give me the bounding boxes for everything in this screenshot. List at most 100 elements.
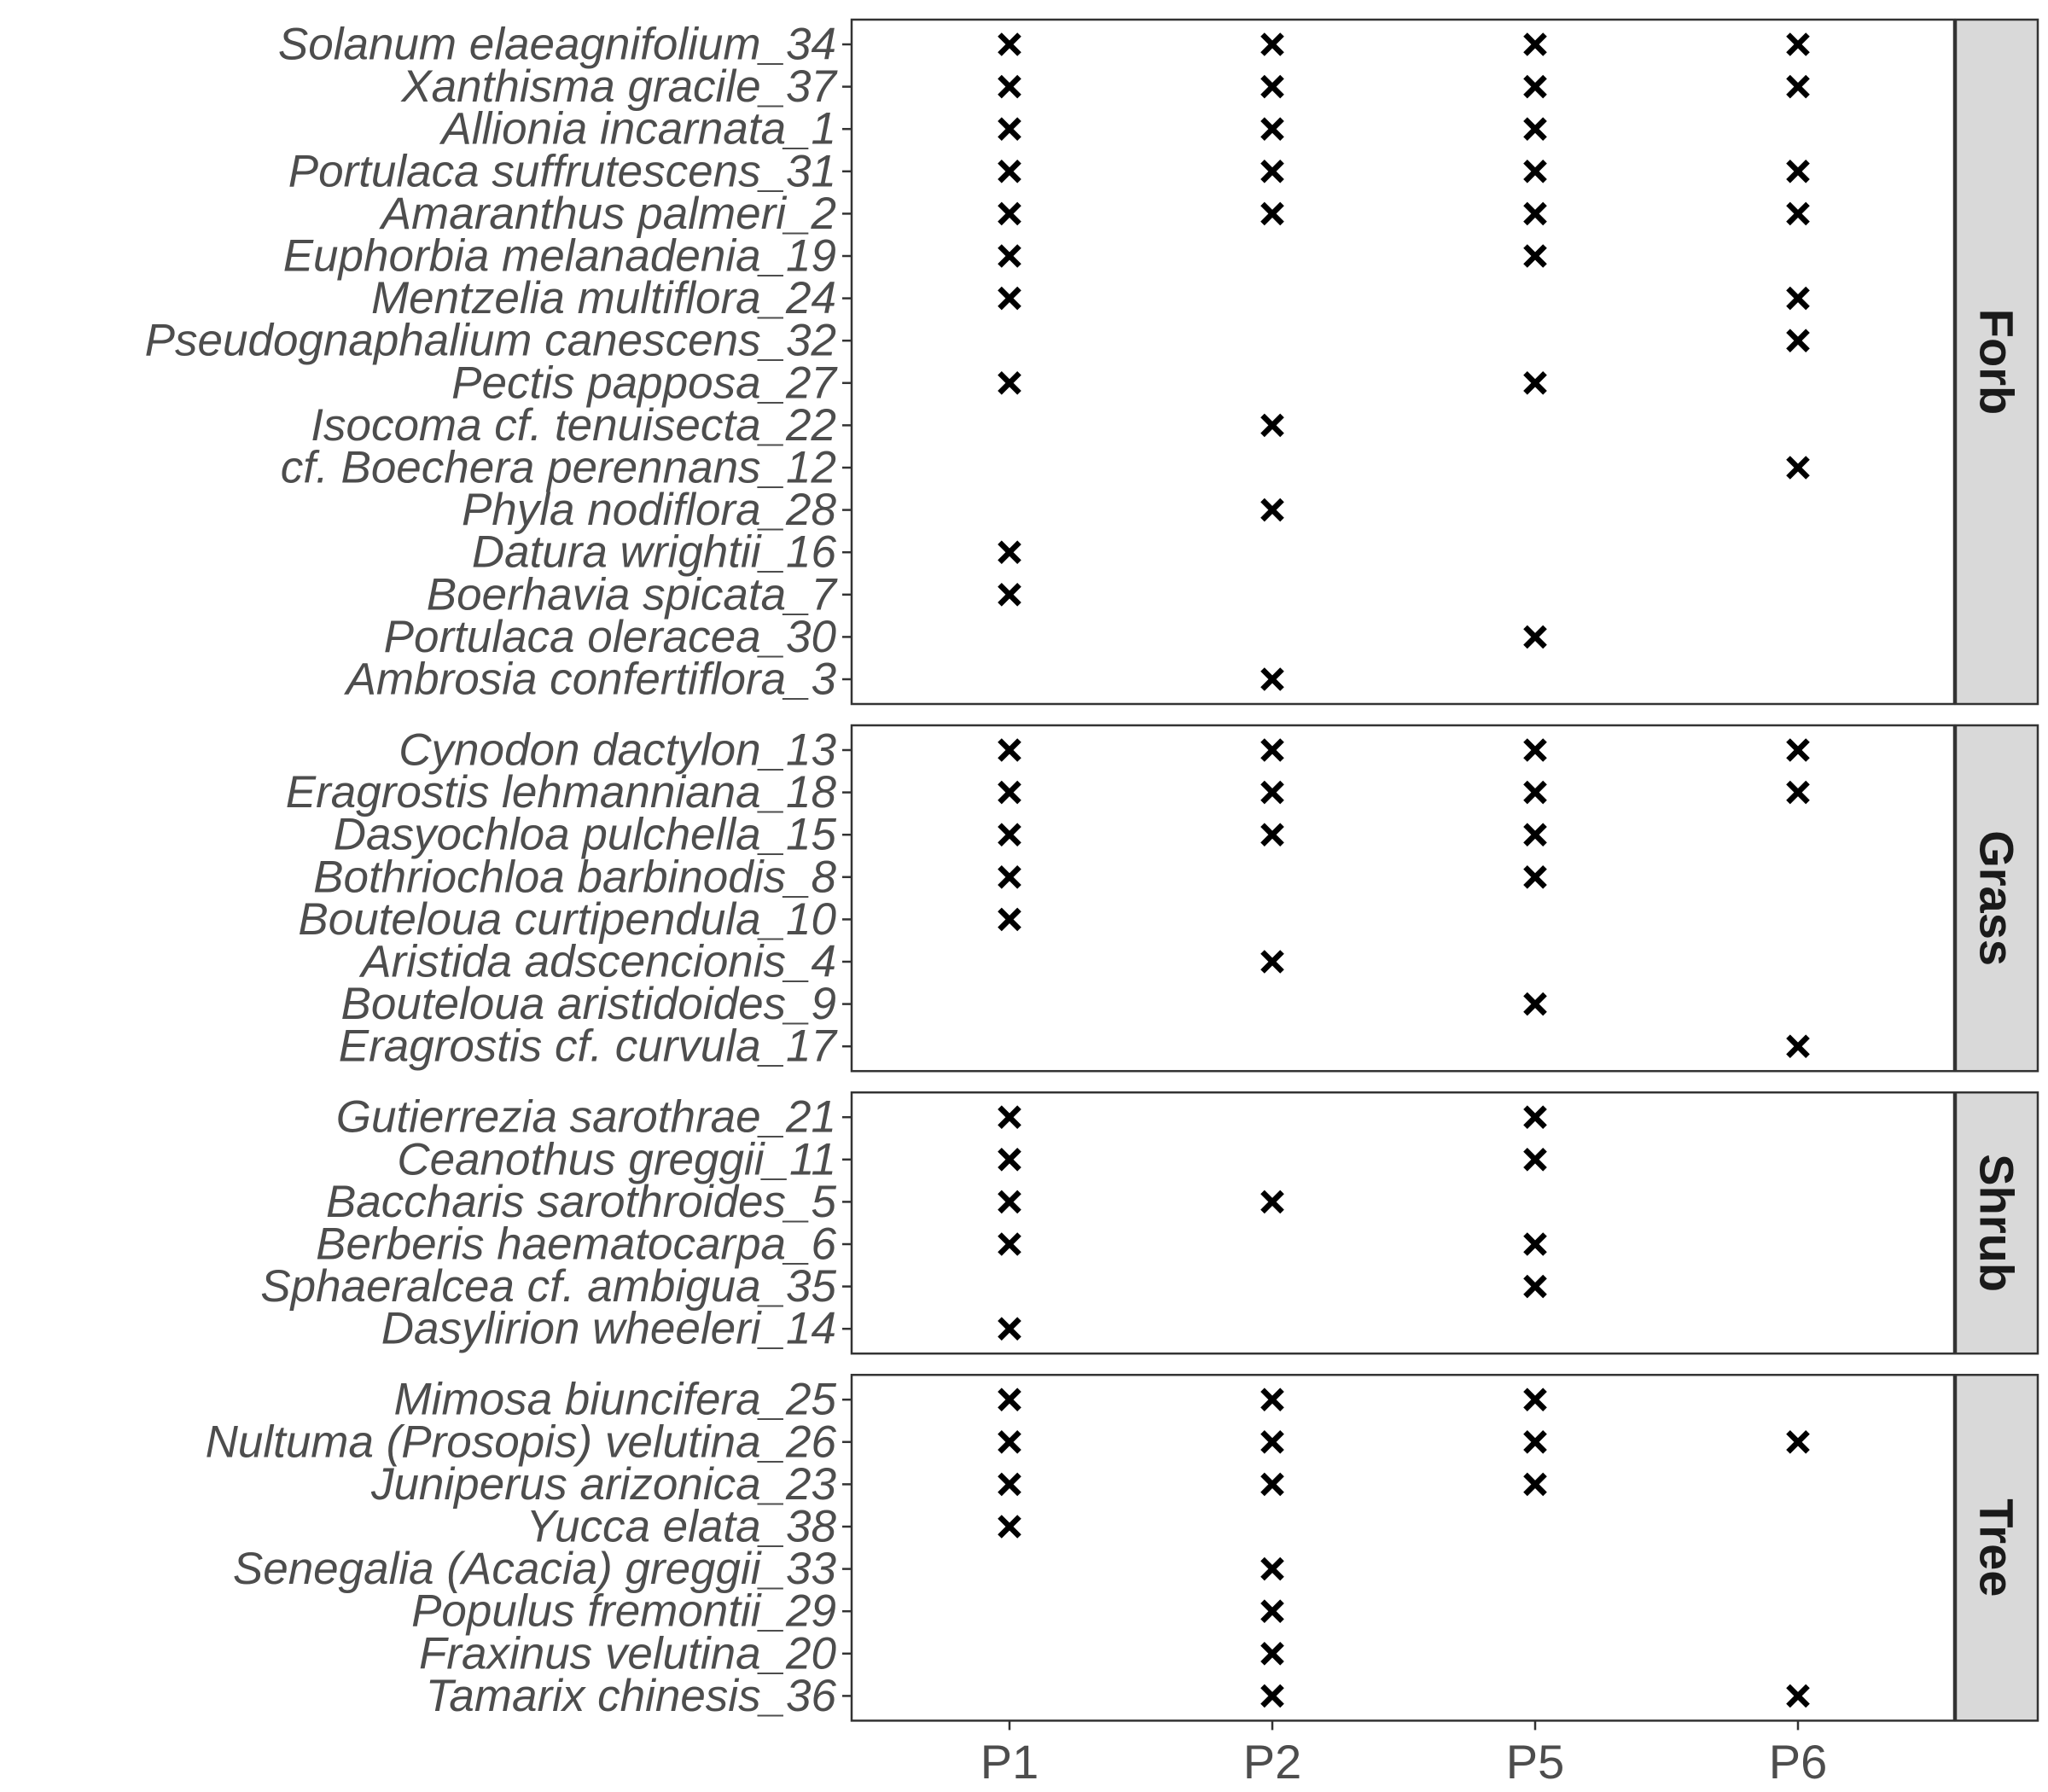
facet-strip-label: Tree [1970,1498,2024,1597]
presence-marker [998,201,1021,226]
presence-marker [1523,992,1547,1016]
presence-marker [1786,780,1810,805]
presence-marker [1523,625,1547,649]
presence-marker [998,1232,1021,1256]
x-tick-label: P2 [1243,1735,1302,1789]
species-label: Gutierrezia sarothrae_21 [336,1092,836,1143]
species-label: Pectis papposa_27 [451,358,838,408]
presence-marker [1260,950,1284,974]
presence-marker [1523,1472,1547,1497]
species-label: Allionia incarnata_1 [439,104,836,154]
presence-marker [1260,1388,1284,1411]
presence-marker [1523,117,1547,141]
presence-marker [998,907,1021,932]
presence-marker [1523,780,1547,805]
presence-marker [1260,117,1284,141]
facet-strip-label: Forb [1970,309,2024,415]
x-axis: P1 P2 P5 P6 [980,1720,1827,1789]
facet-strip [1954,1091,2039,1355]
presence-marker [1786,738,1810,762]
presence-marker [1260,738,1284,762]
presence-marker [1523,1232,1547,1256]
facet-strip [1954,18,2039,706]
presence-marker [998,1430,1021,1454]
presence-marker [998,1148,1021,1172]
presence-marker [1523,1388,1547,1411]
species-label: Euphorbia melanadenia_19 [283,231,836,282]
presence-marker [1786,1684,1810,1708]
presence-marker [1260,1642,1284,1666]
presence-marker [998,865,1021,889]
presence-marker [1523,201,1547,226]
presence-marker [1260,1472,1284,1497]
presence-marker [998,1190,1021,1214]
presence-marker [1786,160,1810,183]
species-label: Bothriochloa barbinodis_8 [313,852,836,902]
presence-marker [998,160,1021,183]
species-label: Portulaca oleracea_30 [384,612,837,662]
species-label: Fraxinus velutina_20 [419,1628,837,1679]
presence-marker [1523,1430,1547,1454]
species-label: Berberis haematocarpa_6 [316,1219,836,1270]
presence-marker [998,74,1021,99]
presence-marker [1523,371,1547,395]
presence-marker [1786,32,1810,56]
species-label: cf. Boechera perennans_12 [281,443,836,493]
presence-marker [1260,1599,1284,1623]
species-label: Bouteloua curtipendula_10 [298,894,836,945]
presence-marker [1260,497,1284,522]
presence-marker [1523,738,1547,762]
presence-marker [998,1105,1021,1129]
species-label: Dasyochloa pulchella_15 [334,810,837,860]
presence-marker [1786,1034,1810,1058]
species-label: Nultuma (Prosopis) velutina_26 [206,1417,837,1467]
species-label: Solanum elaeagnifolium_34 [278,20,836,70]
species-label: Cynodon dactylon_13 [399,725,836,776]
presence-marker [1523,865,1547,889]
species-label: Baccharis sarothroides_5 [326,1177,837,1227]
presence-marker [1523,823,1547,847]
panel-border [850,724,1956,1073]
presence-marker [1523,1148,1547,1172]
species-label: Ceanothus greggii_11 [397,1134,836,1184]
species-label: Amaranthus palmeri_2 [379,189,836,239]
presence-marker [998,1317,1021,1341]
presence-marker [998,583,1021,607]
presence-marker [1523,74,1547,99]
presence-marker [1523,244,1547,268]
presence-marker [1260,780,1284,805]
presence-marker [998,371,1021,395]
x-tick-label: P5 [1506,1735,1565,1789]
presence-marker [1786,201,1810,226]
species-label: Portulaca suffrutescens_31 [288,146,836,196]
presence-marker [1523,1105,1547,1129]
presence-marker [998,32,1021,56]
presence-marker [998,286,1021,311]
species-label: Eragrostis cf. curvula_17 [339,1021,839,1072]
presence-marker [1523,32,1547,56]
presence-marker [1786,456,1810,480]
species-label: Tamarix chinesis_36 [426,1671,837,1721]
presence-marker [1260,1430,1284,1454]
presence-marker [998,540,1021,564]
species-label: Sphaeralcea cf. ambigua_35 [260,1261,836,1312]
presence-marker [1260,32,1284,56]
panel-border [850,18,1956,706]
species-label: Juniperus arizonica_23 [370,1459,837,1510]
facet-strip [1954,724,2039,1073]
presence-marker [1786,286,1810,311]
species-label: Datura wrightii_16 [472,527,837,578]
presence-marker [1523,160,1547,183]
presence-marker [1786,74,1810,99]
facet-strip-label: Shrub [1970,1154,2024,1292]
species-label: Populus fremontii_29 [411,1586,836,1637]
species-label: Mimosa biuncifera_25 [394,1375,837,1425]
presence-marker [1260,74,1284,99]
species-label: Yucca elata_38 [527,1502,837,1552]
species-label: Bouteloua aristidoides_9 [341,979,836,1029]
species-label: Senegalia (Acacia) greggii_33 [233,1544,837,1594]
